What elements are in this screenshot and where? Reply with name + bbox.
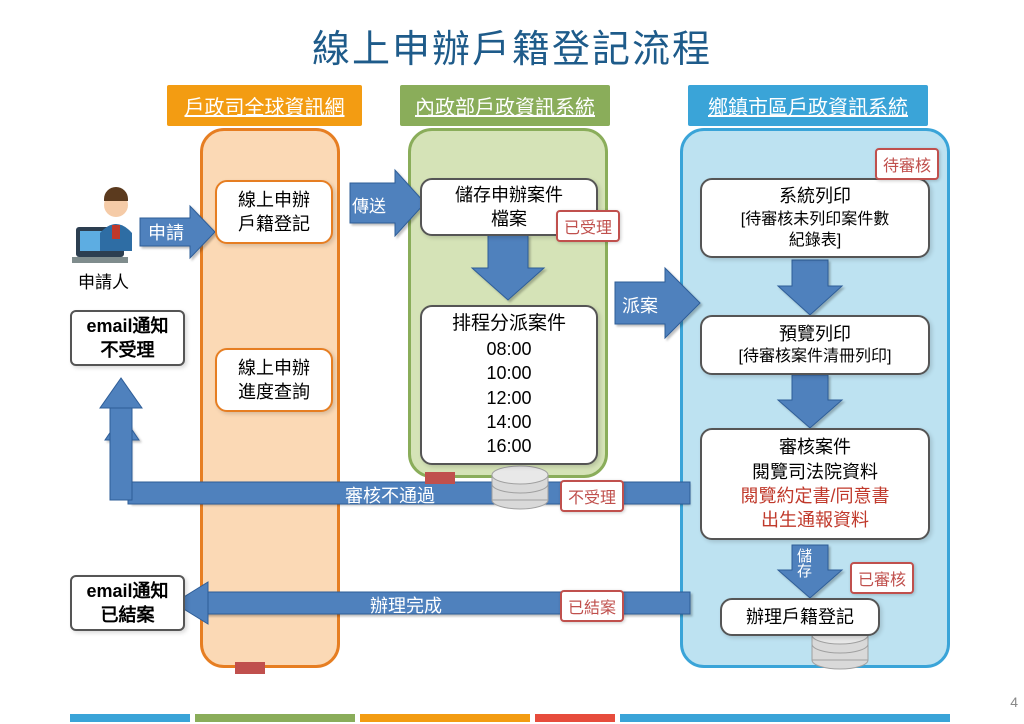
schedule-time-4: 16:00 [486,434,531,458]
footer-bar-2 [360,714,530,722]
node-apply-register: 線上申辦 戶籍登記 [215,180,333,244]
review-line4: 出生通報資料 [761,508,869,532]
lane-a-header: 戶政司全球資訊網 [167,85,362,126]
arrow-label-done: 辦理完成 [370,592,442,618]
arrow-label-send: 傳送 [352,192,386,217]
arrow-label-fail: 審核不通過 [345,482,435,508]
lane-b-header: 內政部戶政資訊系統 [400,85,610,126]
footer-bar-4 [620,714,950,722]
schedule-time-2: 12:00 [486,386,531,410]
node-email-reject: email通知 不受理 [70,310,185,366]
tag-accepted: 已受理 [556,210,620,242]
arrow-label-dispatch: 派案 [622,292,658,318]
schedule-time-1: 10:00 [486,361,531,385]
page-number: 4 [1010,694,1018,710]
page-title: 線上申辦戶籍登記流程 [0,18,1024,73]
arrow-label-save: 儲存 [793,548,814,578]
tag-reviewed: 已審核 [850,562,914,594]
review-line2: 閱覽司法院資料 [752,460,878,484]
node-email-closed: email通知 已結案 [70,575,185,631]
arrow-label-apply: 申請 [148,219,184,245]
review-line1: 審核案件 [779,435,851,459]
footer-bar-1 [195,714,355,722]
flowchart-stage: 線上申辦戶籍登記流程 戶政司全球資訊網 內政部戶政資訊系統 鄉鎮市區戶政資訊系統 [0,0,1024,724]
node-sys-print: 系統列印 [待審核未列印案件數 紀錄表] [700,178,930,258]
tag-rejected: 不受理 [560,480,624,512]
schedule-title: 排程分派案件 [452,311,566,337]
node-schedule: 排程分派案件 08:00 10:00 12:00 14:00 16:00 [420,305,598,465]
node-review: 審核案件 閱覽司法院資料 閱覽約定書/同意書 出生通報資料 [700,428,930,540]
actor-icon [70,185,140,265]
node-progress-query: 線上申辦 進度查詢 [215,348,333,412]
footer-bar-3 [535,714,615,722]
sys-print-title: 系統列印 [779,184,851,208]
node-preview-print: 預覽列印 [待審核案件清冊列印] [700,315,930,375]
footer-bar-0 [70,714,190,722]
schedule-time-0: 08:00 [486,337,531,361]
sys-print-sub: [待審核未列印案件數 紀錄表] [741,209,889,252]
schedule-time-3: 14:00 [486,410,531,434]
preview-print-title: 預覽列印 [779,322,851,346]
preview-print-sub: [待審核案件清冊列印] [739,346,892,368]
tag-closed: 已結案 [560,590,624,622]
actor-label: 申請人 [78,268,129,293]
tag-pending: 待審核 [875,148,939,180]
review-line3: 閱覽約定書/同意書 [740,484,889,508]
lane-c-header: 鄉鎮市區戶政資訊系統 [688,85,928,126]
node-process-register: 辦理戶籍登記 [720,598,880,636]
